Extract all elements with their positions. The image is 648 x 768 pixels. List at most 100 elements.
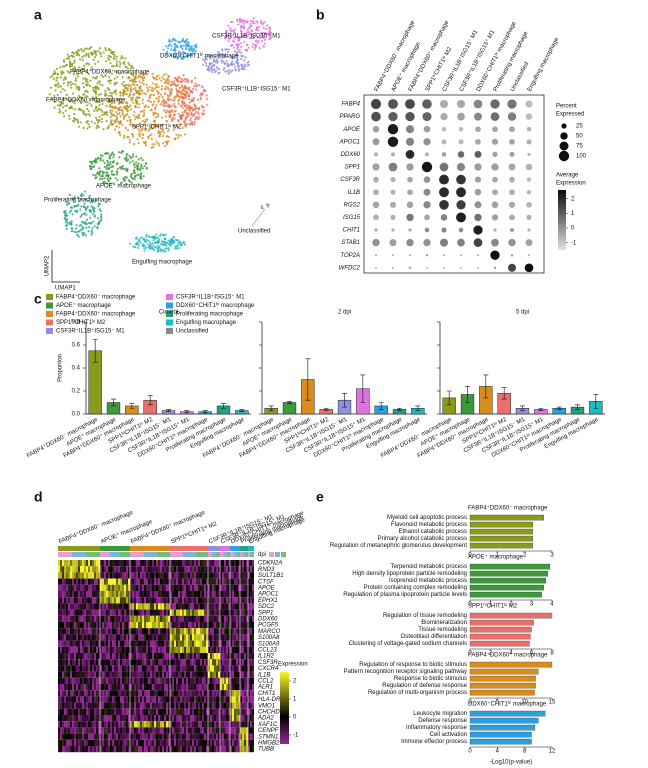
- dot: [492, 176, 498, 183]
- umap-point: [77, 108, 80, 111]
- heatmap-cell: [156, 708, 158, 715]
- heatmap-cell: [134, 646, 136, 653]
- heatmap-cell: [76, 640, 78, 647]
- umap-point: [229, 27, 232, 30]
- heatmap-cell: [186, 634, 188, 641]
- umap-point: [66, 218, 69, 221]
- heatmap-cell: [158, 684, 160, 691]
- heatmap-cell: [114, 702, 116, 709]
- dot: [370, 98, 382, 110]
- annotation-line: [251, 208, 266, 227]
- heatmap-cell: [182, 597, 184, 604]
- dot: [405, 137, 415, 146]
- heatmap-cell: [134, 628, 136, 635]
- umap-point: [128, 63, 131, 66]
- umap-point: [186, 112, 189, 115]
- heatmap-cell: [186, 597, 188, 604]
- heatmap-cell: [222, 646, 224, 653]
- umap-point: [139, 110, 142, 113]
- dot: [441, 126, 447, 132]
- heatmap-cell: [190, 690, 192, 697]
- heatmap-cell: [166, 659, 168, 666]
- umap-point: [85, 218, 88, 221]
- dot: [473, 238, 483, 247]
- heatmap-cell: [156, 690, 158, 697]
- heatmap-cell: [100, 665, 102, 672]
- heatmap-cell: [252, 578, 254, 585]
- heatmap-cell: [194, 578, 196, 585]
- umap-point: [166, 247, 169, 250]
- heatmap-cell: [172, 659, 174, 666]
- heatmap-cell: [160, 665, 162, 672]
- heatmap-cell: [166, 671, 168, 678]
- umap-point: [185, 116, 188, 119]
- umap-point: [167, 79, 170, 82]
- umap-point: [120, 108, 123, 111]
- umap-point: [199, 94, 202, 97]
- heatmap-cell: [122, 653, 124, 660]
- heatmap-cell: [108, 677, 110, 684]
- heatmap-cell: [96, 615, 98, 622]
- heatmap-cell: [108, 566, 110, 573]
- umap-point: [73, 112, 76, 116]
- umap-point: [107, 48, 110, 51]
- heatmap-cell: [178, 597, 180, 604]
- heatmap-cell: [78, 584, 80, 591]
- umap-point: [138, 122, 141, 125]
- heatmap-cell: [214, 708, 216, 715]
- heatmap-cell: [174, 708, 176, 715]
- heatmap-cell: [132, 640, 134, 647]
- heatmap-cell: [214, 640, 216, 647]
- heatmap-cell: [92, 572, 94, 579]
- heatmap-cell: [164, 640, 166, 647]
- umap-point: [118, 126, 121, 129]
- heatmap-cell: [194, 572, 196, 579]
- heatmap-cell: [92, 708, 94, 715]
- heatmap-cell: [114, 609, 116, 616]
- heatmap-cell: [186, 640, 188, 647]
- umap-point: [73, 73, 76, 76]
- heatmap-cell: [158, 640, 160, 647]
- umap-point: [56, 72, 59, 76]
- heatmap-cell: [166, 578, 168, 585]
- heatmap-cell: [158, 715, 160, 722]
- heatmap-cell: [114, 665, 116, 672]
- umap-point: [207, 66, 210, 69]
- umap-point: [81, 109, 84, 112]
- heatmap-cell: [60, 609, 62, 616]
- heatmap-cell: [150, 584, 152, 591]
- umap-point: [122, 136, 125, 139]
- heatmap-cell: [62, 640, 64, 647]
- heatmap-cell: [90, 677, 92, 684]
- umap-point: [118, 65, 121, 68]
- heatmap-cell: [194, 690, 196, 697]
- heatmap-cell: [100, 640, 102, 647]
- umap-point: [208, 62, 212, 65]
- heatmap-cell: [92, 560, 94, 567]
- heatmap-cell: [226, 708, 228, 715]
- umap-point: [154, 106, 157, 109]
- dpi-bar: [216, 552, 220, 557]
- heatmap-cell: [232, 584, 234, 591]
- umap-point: [177, 136, 180, 139]
- heatmap-cell: [216, 684, 218, 691]
- heatmap-cell: [186, 653, 188, 660]
- heatmap-cell: [132, 677, 134, 684]
- heatmap-cell: [212, 622, 214, 629]
- umap-point: [197, 112, 200, 116]
- umap-point: [80, 97, 83, 100]
- umap-point: [81, 221, 84, 224]
- umap-point: [236, 64, 240, 67]
- heatmap-cell: [150, 690, 152, 697]
- heatmap-cell: [186, 690, 188, 697]
- umap-point: [135, 102, 138, 105]
- heatmap-cell: [64, 684, 66, 691]
- heatmap-cell: [176, 603, 178, 610]
- heatmap-cell: [196, 566, 198, 573]
- umap-point: [174, 137, 177, 140]
- dot: [388, 111, 398, 122]
- heatmap-cell: [126, 622, 128, 629]
- umap-point: [132, 94, 135, 97]
- heatmap-cell: [80, 696, 82, 703]
- heatmap-cell: [62, 572, 64, 579]
